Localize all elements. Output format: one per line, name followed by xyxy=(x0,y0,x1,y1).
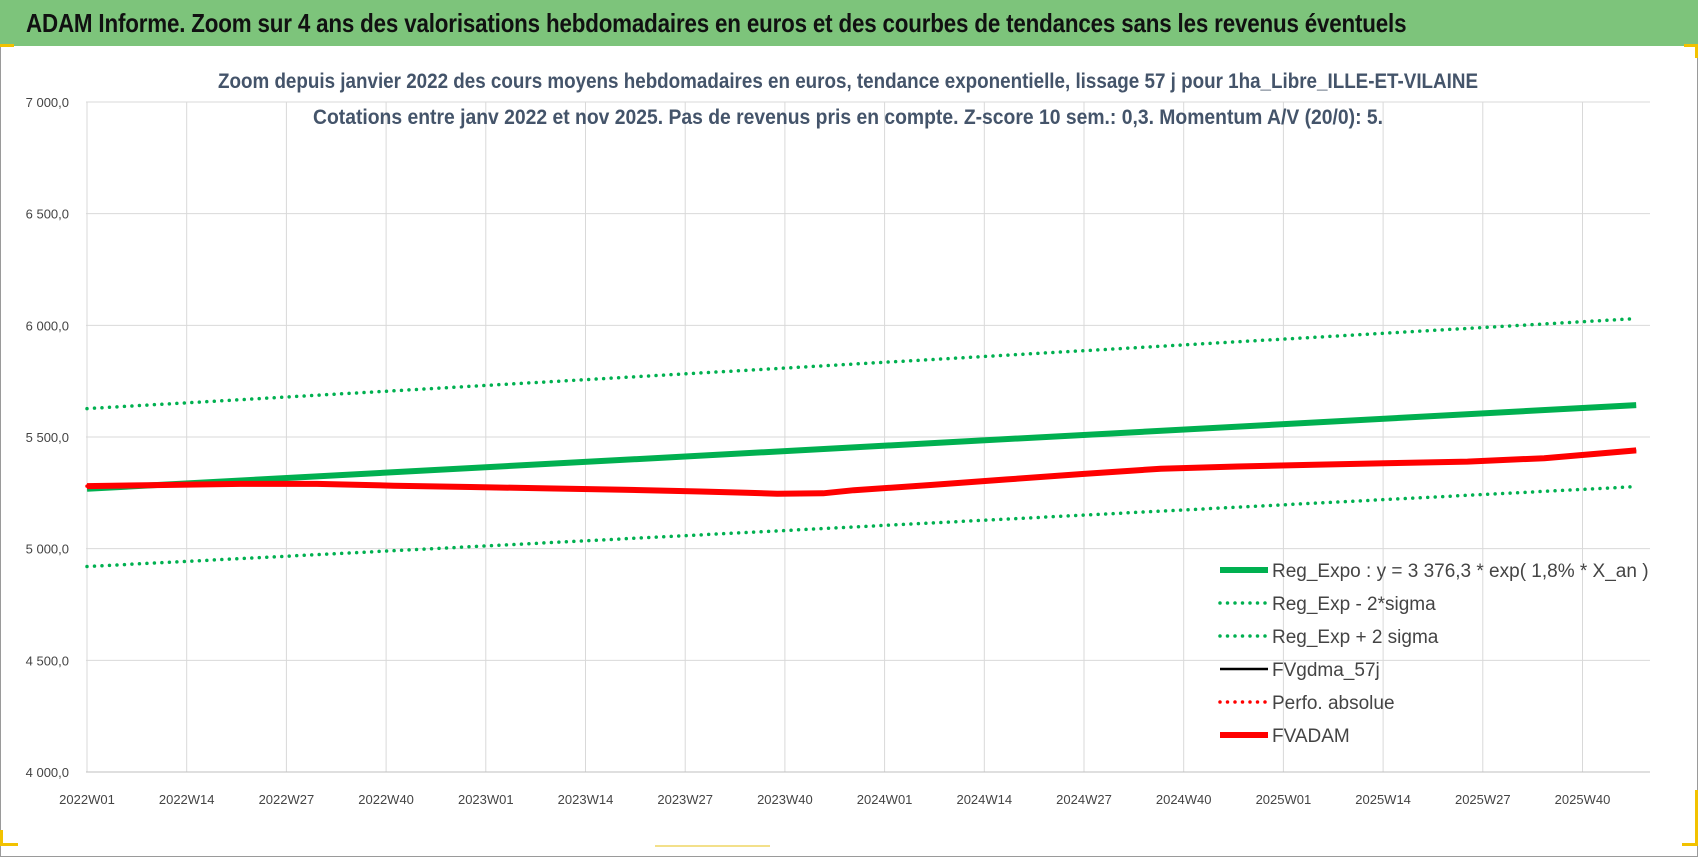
corner-accent-bottom-center xyxy=(655,845,770,847)
x-tick-label: 2022W40 xyxy=(358,792,414,807)
x-tick-label: 2022W14 xyxy=(159,792,215,807)
y-tick-label: 6 000,0 xyxy=(26,318,69,333)
legend-label: FVADAM xyxy=(1272,726,1350,747)
x-tick-label: 2024W14 xyxy=(956,792,1012,807)
series-line-reg-exp-2-sigma xyxy=(85,316,1638,411)
corner-accent-bottom-left-v xyxy=(0,830,3,846)
series-line-reg-expo-y-3-376-3-exp-1-8-x-an xyxy=(86,402,1637,492)
x-tick-label: 2025W01 xyxy=(1256,792,1312,807)
grid-layer xyxy=(86,101,1650,773)
x-tick-label: 2024W27 xyxy=(1056,792,1112,807)
y-tick-label: 4 500,0 xyxy=(26,653,69,668)
x-tick-label: 2022W01 xyxy=(59,792,115,807)
legend-label: Perfo. absolue xyxy=(1272,693,1395,714)
axis-layer: 4 000,0 4 500,0 5 000,0 5 500,0 6 000,0 6 500… xyxy=(26,95,1650,807)
corner-accent-top-left xyxy=(0,44,14,47)
x-tick-label: 2025W40 xyxy=(1555,792,1611,807)
series-line-reg-exp-2-sigma xyxy=(85,484,1638,569)
x-tick-label: 2025W14 xyxy=(1355,792,1411,807)
corner-accent-bottom-right-h xyxy=(1682,843,1698,846)
legend-label: Reg_Exp + 2 sigma xyxy=(1272,627,1439,648)
x-tick-label: 2025W27 xyxy=(1455,792,1511,807)
y-tick-label: 7 000,0 xyxy=(26,95,69,110)
x-tick-label: 2022W27 xyxy=(259,792,315,807)
y-tick-label: 5 500,0 xyxy=(26,430,69,445)
y-tick-label: 6 500,0 xyxy=(26,207,69,222)
chart-subtitle: Cotations entre janv 2022 et nov 2025. P… xyxy=(313,106,1383,129)
legend-label: Reg_Exp - 2*sigma xyxy=(1272,594,1436,615)
header-banner: ADAM Informe. Zoom sur 4 ans des valoris… xyxy=(0,0,1698,46)
legend-label: Reg_Expo : y = 3 376,3 * exp( 1,8% * X_a… xyxy=(1272,561,1649,582)
x-tick-label: 2023W01 xyxy=(458,792,514,807)
chart-legend: Reg_Expo : y = 3 376,3 * exp( 1,8% * X_a… xyxy=(1218,561,1649,747)
series-layer xyxy=(85,316,1638,569)
corner-accent-bottom-left-h xyxy=(0,843,18,846)
x-tick-label: 2023W40 xyxy=(757,792,813,807)
page-title: ADAM Informe. Zoom sur 4 ans des valoris… xyxy=(26,8,1407,38)
y-tick-label: 4 000,0 xyxy=(26,765,69,780)
chart-title: Zoom depuis janvier 2022 des cours moyen… xyxy=(218,70,1478,93)
x-tick-label: 2024W40 xyxy=(1156,792,1212,807)
x-tick-label: 2024W01 xyxy=(857,792,913,807)
legend-label: FVgdma_57j xyxy=(1272,660,1380,681)
corner-accent-top-right-v xyxy=(1695,44,1698,58)
x-tick-label: 2023W27 xyxy=(657,792,713,807)
y-tick-label: 5 000,0 xyxy=(26,542,69,557)
corner-accent-top-right-h xyxy=(1684,44,1698,47)
x-tick-label: 2023W14 xyxy=(558,792,614,807)
series-line-fvadam xyxy=(86,447,1637,497)
corner-accent-bottom-right-v xyxy=(1695,790,1698,846)
